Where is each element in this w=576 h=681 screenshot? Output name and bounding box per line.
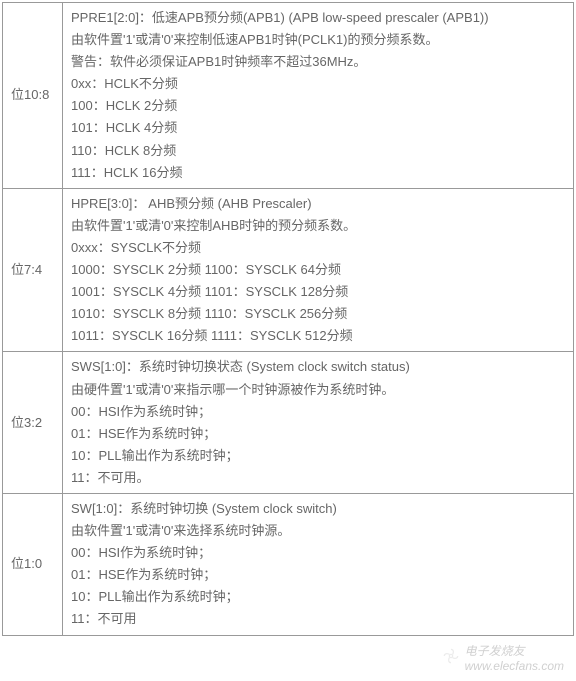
desc-line: 110：HCLK 8分频 [71, 140, 565, 162]
desc-line: 11：不可用 [71, 608, 565, 630]
desc-line: 101：HCLK 4分频 [71, 117, 565, 139]
table-row: 位1:0 SW[1:0]：系统时钟切换 (System clock switch… [3, 493, 574, 635]
desc-line: 1001：SYSCLK 4分频 1101：SYSCLK 128分频 [71, 281, 565, 303]
desc-line: 0xx：HCLK不分频 [71, 73, 565, 95]
desc-line: 1011：SYSCLK 16分频 1111：SYSCLK 512分频 [71, 325, 565, 347]
desc-line: 1010：SYSCLK 8分频 1110：SYSCLK 256分频 [71, 303, 565, 325]
watermark-text: 电子发烧友 [465, 642, 564, 659]
desc-cell: PPRE1[2:0]：低速APB预分频(APB1) (APB low-speed… [63, 3, 574, 189]
desc-line: 由硬件置'1'或清'0'来指示哪一个时钟源被作为系统时钟。 [71, 379, 565, 401]
desc-cell: SW[1:0]：系统时钟切换 (System clock switch) 由软件… [63, 493, 574, 635]
desc-line: 0xxx：SYSCLK不分频 [71, 237, 565, 259]
desc-line: 10：PLL输出作为系统时钟； [71, 445, 565, 467]
desc-line: 00：HSI作为系统时钟； [71, 401, 565, 423]
desc-line: 1000：SYSCLK 2分频 1100：SYSCLK 64分频 [71, 259, 565, 281]
desc-line: 01：HSE作为系统时钟； [71, 423, 565, 445]
bit-label-cell: 位10:8 [3, 3, 63, 189]
desc-line: 01：HSE作为系统时钟； [71, 564, 565, 586]
fan-icon [441, 646, 461, 669]
watermark: 电子发烧友 www.elecfans.com [441, 642, 564, 673]
register-table: 位10:8 PPRE1[2:0]：低速APB预分频(APB1) (APB low… [2, 2, 574, 636]
desc-line: SW[1:0]：系统时钟切换 (System clock switch) [71, 498, 565, 520]
bit-label-cell: 位7:4 [3, 188, 63, 352]
watermark-url: www.elecfans.com [465, 659, 564, 673]
bit-label-cell: 位1:0 [3, 493, 63, 635]
desc-line: 警告：软件必须保证APB1时钟频率不超过36MHz。 [71, 51, 565, 73]
table-row: 位3:2 SWS[1:0]：系统时钟切换状态 (System clock swi… [3, 352, 574, 494]
desc-line: PPRE1[2:0]：低速APB预分频(APB1) (APB low-speed… [71, 7, 565, 29]
desc-line: 由软件置'1'或清'0'来控制AHB时钟的预分频系数。 [71, 215, 565, 237]
desc-cell: HPRE[3:0]： AHB预分频 (AHB Prescaler) 由软件置'1… [63, 188, 574, 352]
desc-line: HPRE[3:0]： AHB预分频 (AHB Prescaler) [71, 193, 565, 215]
bit-label-cell: 位3:2 [3, 352, 63, 494]
desc-line: SWS[1:0]：系统时钟切换状态 (System clock switch s… [71, 356, 565, 378]
desc-line: 00：HSI作为系统时钟； [71, 542, 565, 564]
desc-line: 由软件置'1'或清'0'来控制低速APB1时钟(PCLK1)的预分频系数。 [71, 29, 565, 51]
desc-line: 10：PLL输出作为系统时钟； [71, 586, 565, 608]
desc-line: 111：HCLK 16分频 [71, 162, 565, 184]
desc-cell: SWS[1:0]：系统时钟切换状态 (System clock switch s… [63, 352, 574, 494]
desc-line: 100：HCLK 2分频 [71, 95, 565, 117]
desc-line: 由软件置'1'或清'0'来选择系统时钟源。 [71, 520, 565, 542]
table-body: 位10:8 PPRE1[2:0]：低速APB预分频(APB1) (APB low… [3, 3, 574, 636]
desc-line: 11：不可用。 [71, 467, 565, 489]
table-row: 位7:4 HPRE[3:0]： AHB预分频 (AHB Prescaler) 由… [3, 188, 574, 352]
table-row: 位10:8 PPRE1[2:0]：低速APB预分频(APB1) (APB low… [3, 3, 574, 189]
